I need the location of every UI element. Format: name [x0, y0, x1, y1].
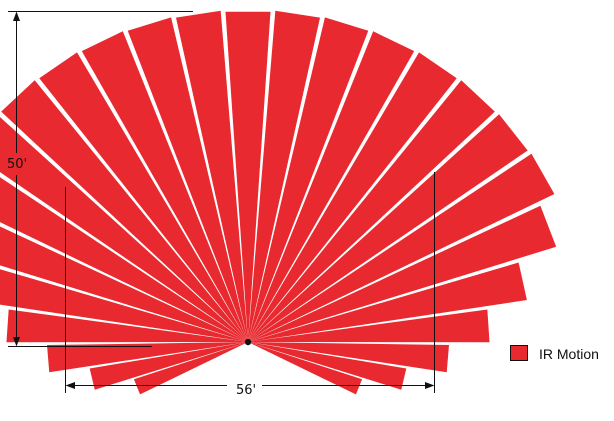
ir-motion-beam	[248, 342, 363, 395]
ir-motion-beam	[0, 117, 248, 342]
ir-motion-beam-pattern	[0, 10, 557, 395]
ir-motion-beam	[6, 309, 248, 343]
ir-motion-beam	[175, 10, 248, 343]
ir-motion-beam	[89, 342, 249, 390]
ir-motion-beam	[248, 153, 555, 342]
ir-motion-beam	[248, 342, 449, 373]
ir-motion-beam	[248, 17, 369, 343]
ir-motion-beam	[39, 52, 248, 343]
ir-motion-beam	[0, 226, 248, 342]
ir-motion-beam	[248, 262, 527, 342]
ir-motion-beam	[47, 342, 248, 373]
width-dimension	[65, 172, 435, 393]
ir-motion-beam	[81, 31, 248, 343]
width-label: 56'	[236, 383, 256, 398]
ir-motion-beam	[248, 205, 557, 342]
ir-motion-beam	[248, 342, 407, 390]
ir-motion-beam	[248, 52, 457, 343]
legend-label-ir-motion: IR Motion	[539, 346, 599, 362]
ir-motion-beam	[248, 80, 495, 343]
ir-motion-beam	[1, 80, 249, 343]
height-dimension	[8, 11, 193, 347]
ir-motion-beam	[248, 114, 528, 342]
width-arrowhead-left	[65, 382, 75, 389]
ir-motion-beam	[133, 342, 248, 395]
height-arrowhead-top	[13, 11, 20, 21]
ir-motion-beam	[248, 309, 490, 343]
height-arrowhead-bottom	[13, 337, 20, 347]
ir-motion-beam	[0, 177, 248, 342]
legend: IR Motion	[510, 345, 599, 362]
width-arrowhead-right	[425, 382, 435, 389]
ir-motion-beam	[248, 10, 321, 343]
ir-motion-beam	[127, 17, 248, 343]
ir-motion-beam	[248, 31, 415, 343]
sensor-origin-dot	[244, 338, 252, 346]
ir-motion-beam	[225, 11, 271, 343]
ir-motion-beam	[0, 269, 248, 342]
legend-swatch-ir-motion	[510, 345, 528, 361]
height-label: 50'	[7, 157, 27, 172]
